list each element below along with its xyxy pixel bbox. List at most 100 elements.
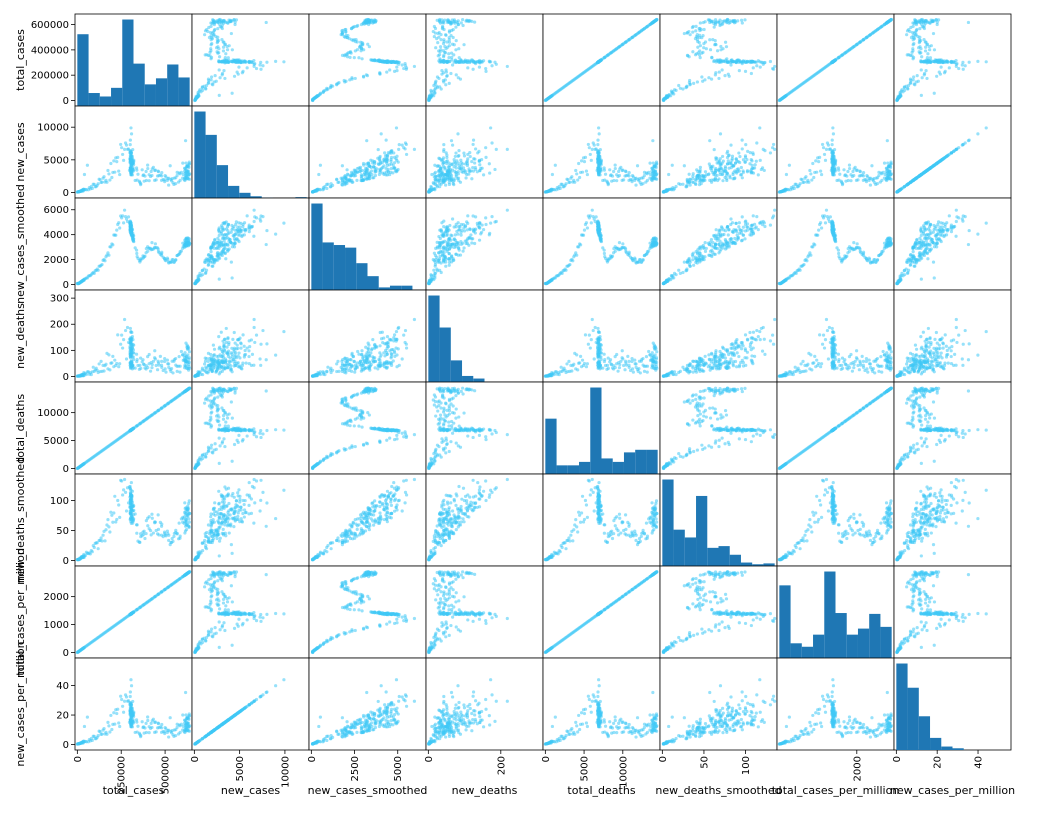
- scatter-point: [132, 239, 136, 244]
- scatter-point: [976, 132, 980, 136]
- scatter-point: [248, 60, 252, 65]
- scatter-point: [725, 162, 730, 166]
- scatter-point: [452, 43, 456, 47]
- scatter-point: [454, 25, 458, 29]
- scatter-point: [467, 169, 471, 173]
- scatter-point: [939, 158, 943, 162]
- scatter-point: [743, 237, 747, 241]
- scatter-point: [354, 38, 358, 42]
- scatter-point: [727, 228, 731, 232]
- scatter-point: [431, 258, 435, 262]
- scatter-point: [984, 126, 988, 130]
- scatter-point: [465, 239, 469, 243]
- scatter-point: [589, 158, 593, 162]
- scatter-point: [404, 152, 409, 157]
- hist-bar-total_cases: [77, 34, 89, 106]
- scatter-point: [245, 214, 249, 218]
- scatter-point: [378, 154, 382, 159]
- scatter-point: [366, 17, 370, 22]
- scatter-point: [830, 160, 834, 164]
- scatter-point: [412, 64, 417, 69]
- scatter-point: [325, 182, 329, 186]
- scatter-point: [367, 162, 371, 166]
- scatter-point: [756, 173, 760, 177]
- scatter-point: [342, 78, 346, 83]
- scatter-point: [394, 126, 399, 130]
- scatter-point: [598, 235, 602, 239]
- scatter-point: [737, 151, 741, 155]
- scatter-point: [703, 170, 708, 174]
- scatter-point: [439, 158, 443, 162]
- scatter-point: [667, 93, 671, 97]
- scatter-point: [470, 241, 474, 245]
- scatter-point: [258, 63, 262, 67]
- scatter-point: [707, 162, 711, 166]
- scatter-point: [365, 139, 369, 143]
- scatter-point: [355, 166, 359, 171]
- scatter-point: [373, 173, 378, 178]
- scatter-point: [853, 165, 857, 169]
- scatter-point: [612, 178, 616, 183]
- scatter-point: [718, 157, 722, 161]
- scatter-point: [669, 89, 674, 93]
- scatter-point: [758, 158, 762, 162]
- scatter-point: [701, 243, 705, 248]
- scatter-point: [451, 63, 455, 67]
- scatter-point: [490, 141, 494, 145]
- scatter-point: [90, 186, 94, 191]
- scatter-point: [140, 168, 144, 172]
- scatter-point: [250, 60, 255, 65]
- scatter-point: [875, 176, 880, 180]
- scatter-point: [437, 234, 441, 239]
- scatter-point: [830, 150, 834, 155]
- scatter-point: [943, 69, 947, 73]
- scatter-point: [344, 27, 348, 32]
- scatter-point: [230, 276, 234, 280]
- scatter-point: [390, 148, 394, 153]
- scatter-point: [375, 59, 379, 63]
- scatter-point: [814, 159, 818, 163]
- scatter-point: [207, 25, 211, 30]
- scatter-point: [337, 81, 341, 85]
- scatter-point: [641, 176, 645, 180]
- scatter-point: [687, 172, 691, 176]
- scatter-point: [670, 163, 674, 167]
- scatter-point: [379, 132, 383, 136]
- scatter-point: [350, 76, 354, 80]
- scatter-point: [360, 57, 364, 61]
- scatter-point: [920, 55, 924, 59]
- scatter-point: [122, 208, 127, 212]
- scatter-point: [550, 172, 555, 177]
- scatter-point: [373, 169, 377, 173]
- scatter-point: [247, 230, 251, 234]
- scatter-point: [431, 181, 435, 185]
- scatter-point: [936, 60, 941, 64]
- scatter-point: [165, 256, 169, 260]
- scatter-point: [355, 48, 359, 52]
- scatter-point: [960, 63, 964, 67]
- scatter-point: [451, 35, 455, 40]
- scatter-point: [929, 165, 933, 170]
- scatter-point: [889, 17, 893, 22]
- scatter-point: [186, 169, 190, 173]
- scatter-point: [261, 64, 265, 68]
- scatter-point: [432, 172, 436, 176]
- scatter-point: [465, 172, 469, 177]
- scatter-point: [712, 25, 716, 29]
- scatter-point: [613, 249, 617, 253]
- scatter-point: [160, 170, 164, 175]
- scatter-point: [447, 30, 452, 34]
- scatter-point: [589, 221, 593, 225]
- scatter-point: [746, 225, 750, 229]
- scatter-point: [471, 142, 475, 147]
- scatter-point: [220, 26, 224, 31]
- scatter-point: [706, 173, 710, 177]
- scatter-point: [208, 54, 212, 58]
- scatter-point: [596, 160, 600, 164]
- scatter-point: [444, 47, 448, 51]
- scatter-point: [758, 65, 762, 69]
- cell-new_cases_smoothed-vs-total_cases: [74, 197, 193, 291]
- scatter-point: [118, 226, 122, 230]
- scatter-point: [471, 67, 475, 71]
- scatter-point: [431, 29, 435, 34]
